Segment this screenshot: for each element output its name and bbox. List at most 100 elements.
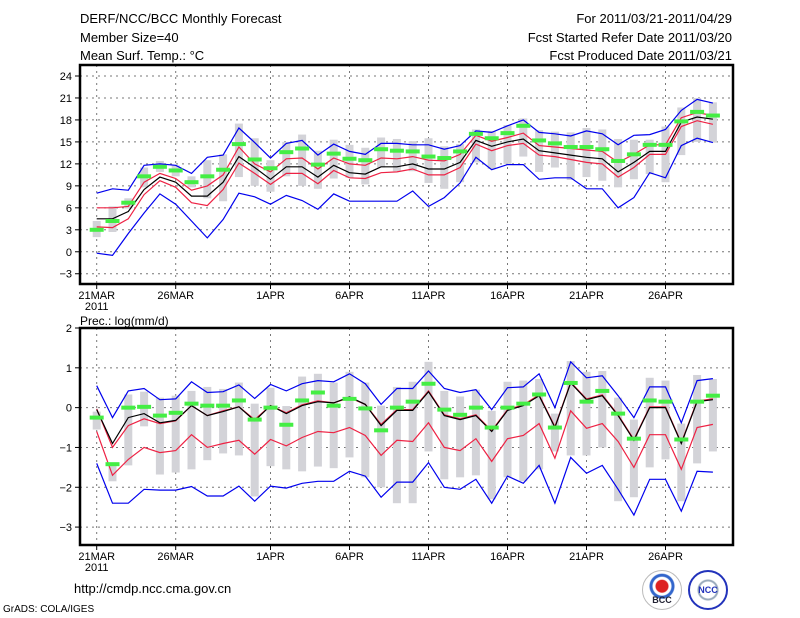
spread-box [313,373,322,467]
observed-marker [563,380,578,385]
observed-marker [547,425,562,430]
source-url[interactable]: http://cmdp.ncc.cma.gov.cn [74,581,232,596]
series-ensemble-max [96,98,714,194]
spread-box [377,405,386,488]
observed-marker [611,158,626,163]
x-tick-label: 11APR [411,551,445,563]
x-tick-label: 21MAR [78,551,115,563]
y-tick-label: −2 [59,482,72,494]
y-tick-label: 6 [66,203,72,215]
observed-marker [295,398,310,403]
spread-box [582,127,591,178]
observed-marker [263,405,278,410]
observed-marker [121,405,136,410]
spread-box [203,160,212,199]
y-tick-label: 15 [60,137,72,149]
observed-marker [263,166,278,171]
observed-marker [705,393,720,398]
observed-marker [137,404,152,409]
observed-marker [405,399,420,404]
observed-marker [200,403,215,408]
spread-box [550,413,559,452]
observed-marker [453,149,468,154]
observed-marker [690,109,705,114]
spread-box [392,138,401,172]
spread-box [693,97,702,142]
spread-box [155,397,164,475]
x-tick-label: 16APR [490,290,525,302]
spread-box [566,361,575,456]
observed-marker [200,174,215,179]
observed-marker [247,157,262,162]
observed-marker [658,142,673,147]
observed-marker [563,145,578,150]
spread-box [345,144,354,178]
series-ensemble-mean [96,381,713,446]
spread-box [598,371,607,448]
spread-box [629,139,638,180]
observed-marker [279,422,294,427]
series-ensemble-max [96,360,713,425]
observed-marker [152,413,167,418]
spread-box [661,380,670,460]
observed-marker [342,396,357,401]
observed-marker [579,399,594,404]
observed-marker [484,136,499,141]
observed-marker [105,219,120,224]
produced-date: Fcst Produced Date 2011/03/21 [549,48,732,63]
spread-box [345,371,354,458]
spread-box [677,423,686,502]
y-tick-label: −3 [59,269,72,281]
y-tick-label: 21 [60,93,72,105]
observed-marker [295,146,310,151]
x-tick-year-label: 2011 [85,562,109,574]
observed-marker [532,138,547,143]
observed-marker [437,407,452,412]
observed-marker [468,131,483,136]
x-tick-label: 11APR [411,290,445,302]
spread-box [440,390,449,480]
variable-label: Mean Surf. Temp.: °C [80,48,205,63]
y-tick-label: 1 [66,363,72,375]
spread-box [203,386,212,461]
x-tick-label: 1APR [256,290,285,302]
observed-marker [374,147,389,152]
spread-box [614,138,623,188]
series-upper-spread [96,111,714,209]
bcc-logo: BCC [642,570,682,610]
observed-marker [674,437,689,442]
x-tick-label: 21APR [569,290,604,302]
spread-box [140,391,149,427]
observed-marker [152,164,167,169]
spread-box [219,154,228,202]
observed-marker [89,415,104,420]
observed-marker [216,403,231,408]
spread-box [503,125,512,164]
y-tick-label: −1 [59,442,72,454]
observed-marker [516,401,531,406]
plot-frame [78,63,735,286]
x-tick-label: 21APR [569,551,604,563]
spread-box [124,394,133,466]
observed-marker [168,168,183,173]
observed-marker [658,399,673,404]
observed-marker [374,428,389,433]
x-tick-label: 6APR [335,290,364,302]
observed-marker [626,436,641,441]
x-tick-label: 16APR [490,551,525,563]
spread-box [519,380,528,482]
x-tick-label: 26MAR [157,551,194,563]
observed-marker [421,154,436,159]
spread-box [250,138,259,186]
ncc-logo: NCC [688,570,728,610]
observed-marker [231,142,246,147]
observed-marker [516,123,531,128]
spread-box [503,381,512,478]
observed-marker [547,141,562,146]
series-lower-spread [96,120,714,229]
spread-box [250,403,259,497]
observed-marker [326,151,341,156]
y-tick-label: 9 [66,181,72,193]
